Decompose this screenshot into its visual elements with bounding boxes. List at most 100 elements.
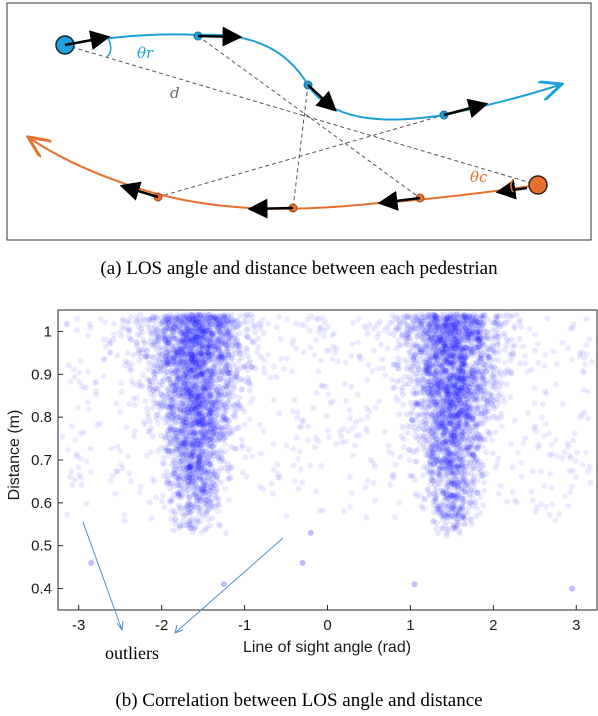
scatter-points [59, 311, 595, 592]
scatter-point [214, 477, 221, 483]
scatter-point [224, 431, 231, 437]
scatter-point [133, 338, 140, 345]
scatter-point [410, 449, 416, 456]
scatter-point [410, 388, 417, 395]
scatter-point [224, 318, 231, 325]
theta-c-arc [510, 178, 514, 193]
scatter-point [480, 502, 487, 509]
scatter-point [191, 405, 198, 411]
scatter-point [421, 464, 428, 471]
scatter-point [164, 360, 171, 367]
scatter-point [165, 358, 172, 365]
scatter-point [214, 474, 220, 481]
scatter-point [199, 325, 206, 332]
scatter-point [202, 333, 209, 340]
scatter-point [160, 376, 167, 383]
scatter-point [508, 336, 515, 343]
scatter-point [151, 362, 158, 369]
scatter-point [168, 480, 175, 487]
scatter-point [200, 422, 207, 429]
scatter-point [198, 333, 205, 340]
scatter-point [184, 396, 191, 403]
scatter-point [207, 414, 214, 421]
scatter-point [201, 396, 208, 403]
scatter-point [451, 523, 458, 529]
scatter-point [124, 350, 131, 357]
scatter-point [181, 333, 188, 340]
scatter-point [165, 415, 172, 422]
scatter-point [180, 486, 187, 493]
diagram-frame [6, 2, 592, 241]
scatter-point [209, 351, 215, 358]
scatter-point [189, 437, 196, 444]
scatter-point [190, 413, 197, 419]
scatter-point [492, 413, 499, 420]
scatter-point [190, 324, 197, 331]
scatter-point [189, 519, 196, 526]
scatter-point [197, 343, 204, 350]
scatter-point [181, 315, 188, 322]
scatter-point [192, 424, 199, 431]
scatter-point [206, 311, 213, 318]
scatter-point [187, 386, 194, 393]
scatter-point [238, 364, 245, 371]
scatter-point [177, 360, 183, 367]
scatter-point [170, 329, 177, 336]
scatter-point [188, 395, 195, 402]
scatter-point [165, 338, 172, 345]
scatter-point [180, 372, 187, 379]
scatter-point [502, 346, 509, 353]
scatter-point [201, 463, 208, 470]
scatter-point [228, 380, 235, 387]
scatter-point [182, 385, 189, 392]
scatter-point [208, 483, 215, 490]
scatter-point [182, 466, 189, 473]
scatter-point [167, 311, 174, 318]
scatter-point [194, 312, 201, 319]
scatter-point [196, 476, 203, 483]
scatter-point [177, 476, 184, 483]
scatter-point [170, 359, 177, 366]
scatter-point [202, 477, 209, 484]
scatter-point [245, 334, 252, 341]
scatter-point [162, 327, 169, 334]
scatter-point [183, 419, 189, 426]
scatter-point [183, 447, 190, 454]
scatter-point [461, 521, 468, 528]
scatter-point [155, 334, 162, 341]
scatter-point [215, 336, 222, 343]
scatter-point [195, 486, 202, 493]
scatter-point [203, 415, 210, 422]
scatter-point [219, 385, 226, 392]
scatter-point [201, 356, 208, 363]
scatter-point [185, 522, 192, 529]
scatter-point [193, 333, 200, 339]
scatter-point [217, 523, 224, 529]
scatter-point [393, 345, 400, 352]
scatter-point [192, 351, 199, 358]
scatter-point [199, 331, 206, 338]
scatter-point [226, 334, 233, 341]
scatter-point [195, 340, 202, 347]
scatter-point [171, 388, 178, 395]
scatter-point [492, 428, 499, 435]
scatter-point [185, 486, 192, 493]
scatter-point [218, 369, 225, 376]
scatter-point [207, 400, 214, 407]
scatter-point [153, 315, 160, 321]
scatter-point [197, 428, 204, 435]
scatter-point [180, 387, 187, 393]
scatter-point [191, 367, 198, 374]
scatter-point [194, 469, 201, 476]
scatter-point [445, 404, 452, 411]
scatter-point [212, 413, 219, 420]
scatter-point [189, 384, 196, 391]
scatter-point [210, 338, 217, 345]
scatter-point [200, 467, 207, 474]
scatter-point [233, 342, 240, 349]
scatter-point [193, 391, 200, 398]
scatter-point [188, 479, 195, 486]
scatter-point [197, 505, 203, 512]
scatter-point [167, 496, 174, 503]
los-diagram: θr θc d [6, 2, 592, 241]
